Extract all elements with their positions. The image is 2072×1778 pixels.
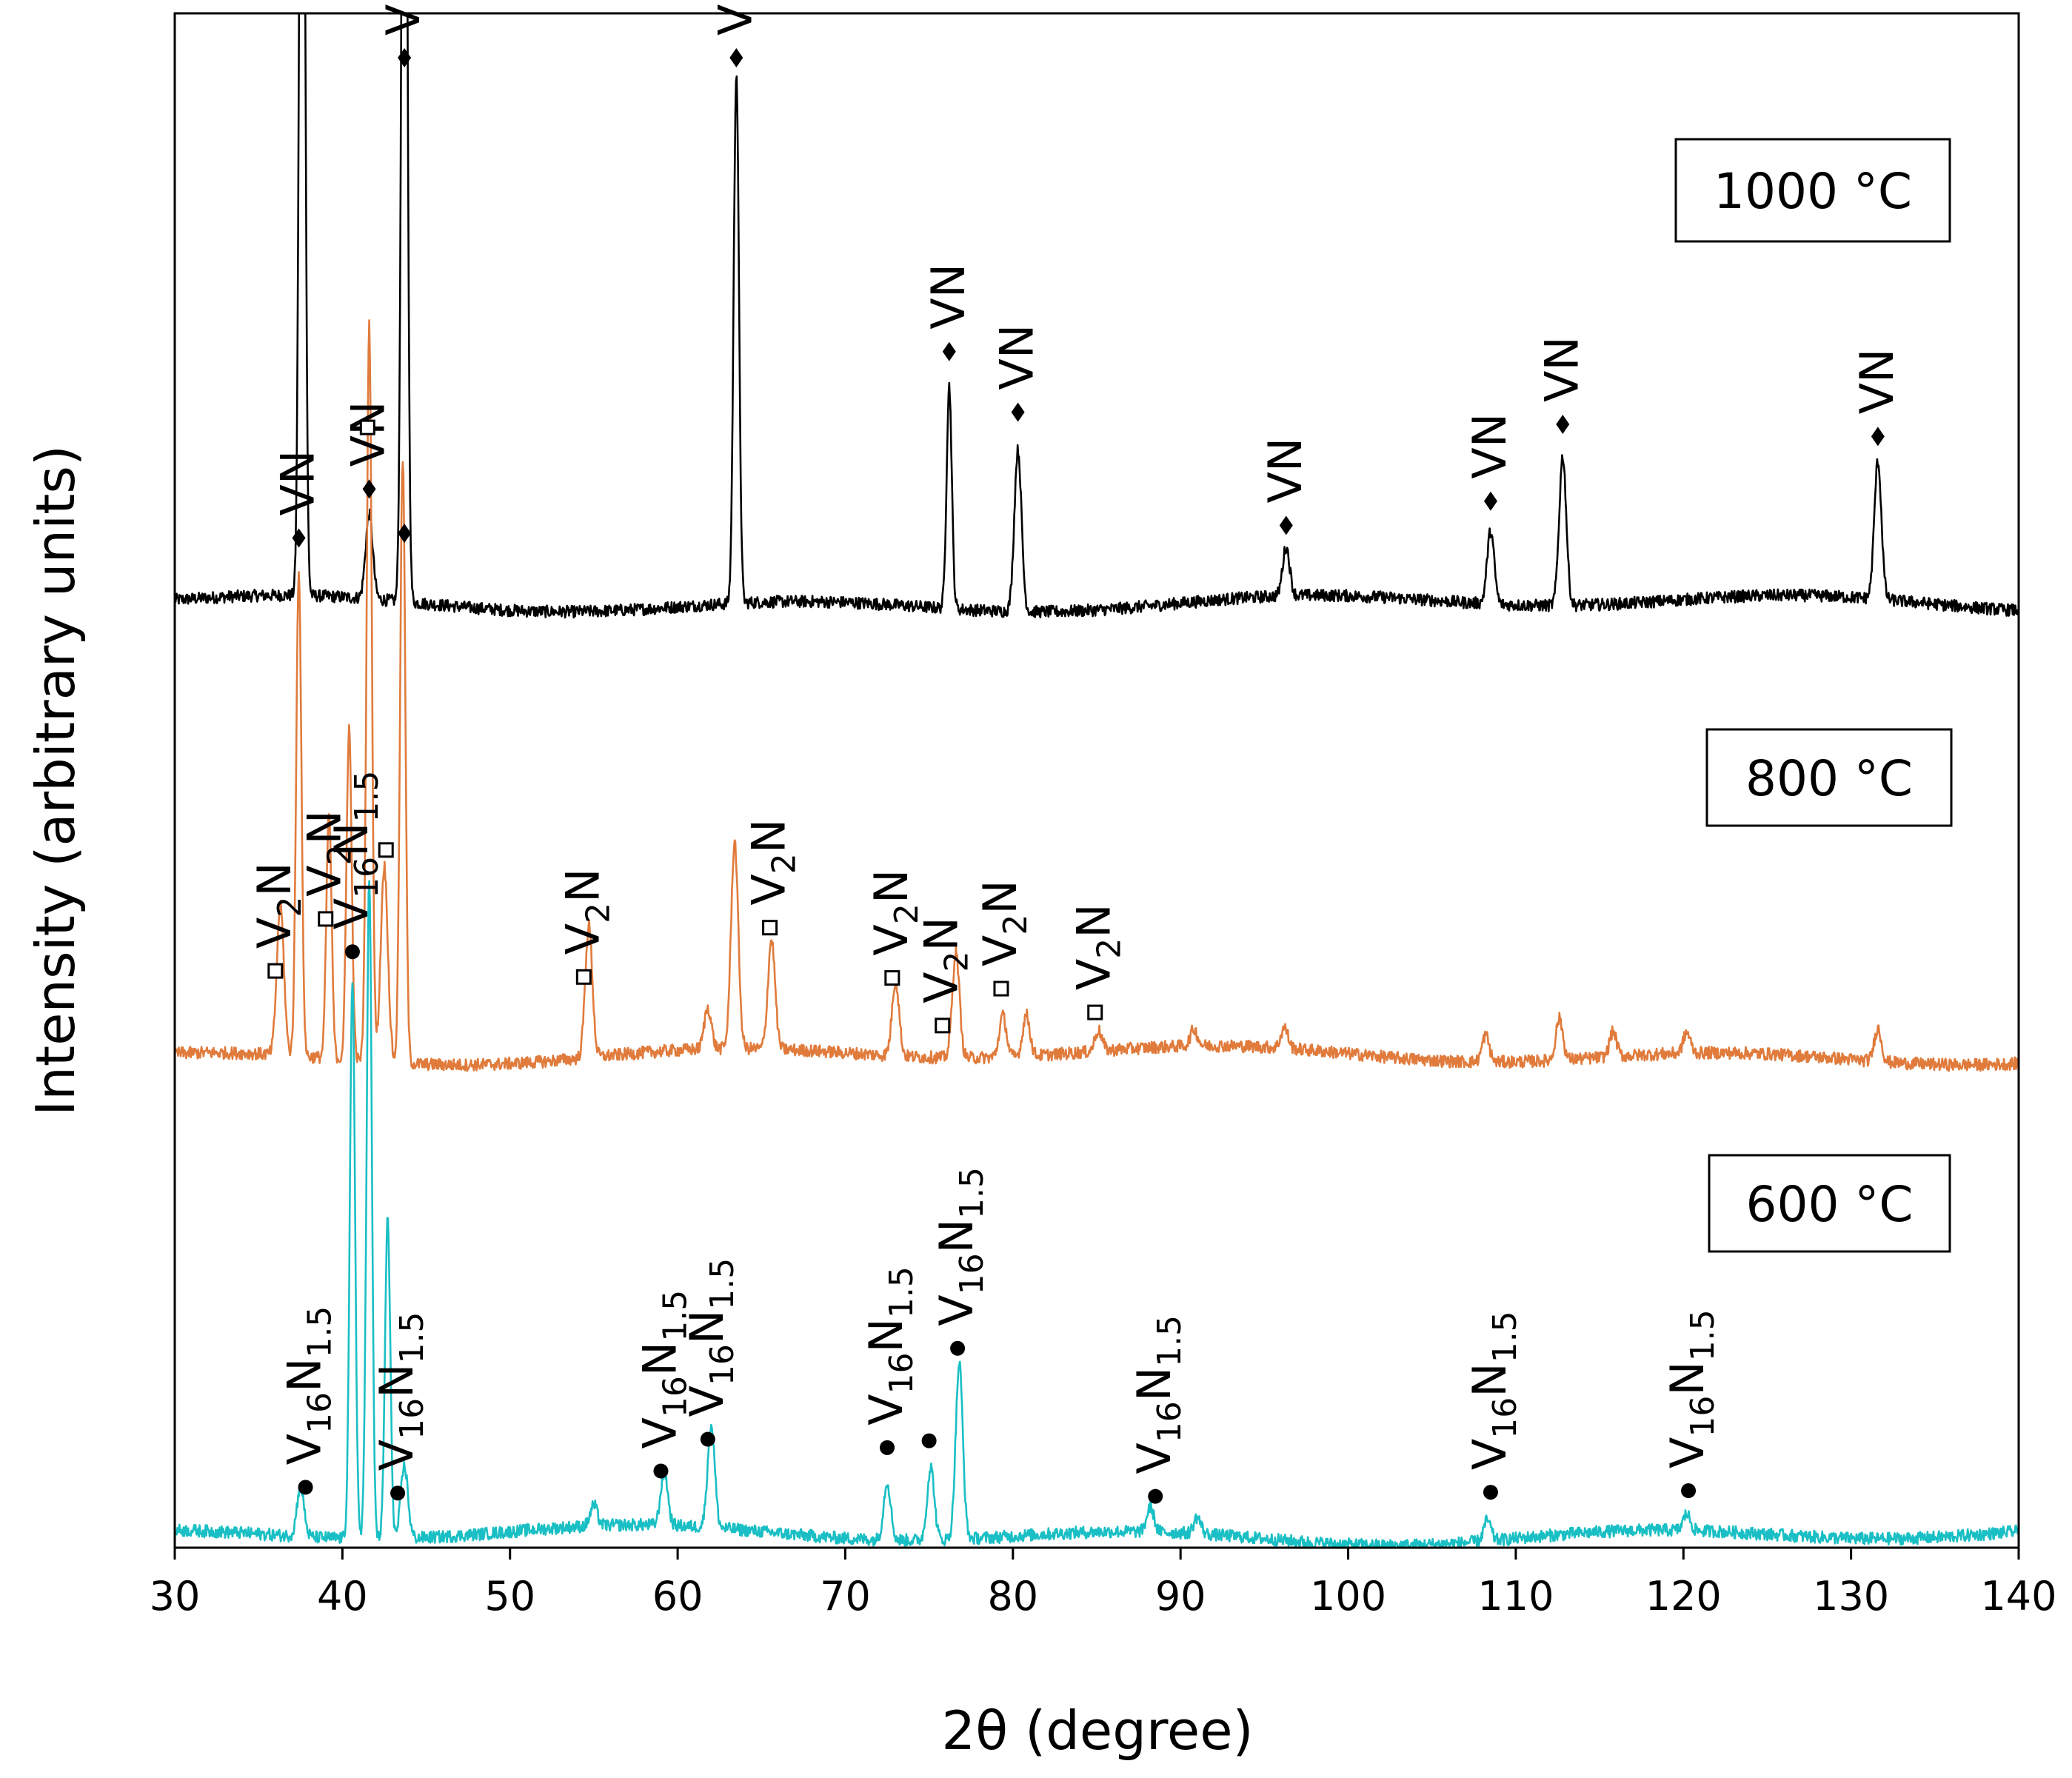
circle-marker — [921, 1433, 937, 1448]
plot-frame — [173, 12, 2020, 1549]
peak-label: VN — [376, 0, 430, 36]
x-tick-label: 80 — [987, 1573, 1038, 1620]
peak-label: VN — [990, 324, 1044, 390]
peak-label: V2N — [555, 868, 617, 955]
series-line-1 — [175, 319, 2019, 1072]
temperature-label: 1000 °C — [1714, 163, 1912, 220]
square-marker — [267, 963, 284, 979]
peak-label: V2N — [298, 810, 359, 897]
peak-label: VN — [1850, 349, 1904, 415]
peak-label: V2N — [864, 869, 926, 956]
x-tick-label: 140 — [1980, 1573, 2056, 1620]
square-marker — [378, 842, 394, 858]
diamond-marker — [1279, 515, 1293, 535]
peak-label: VN — [708, 0, 762, 36]
x-tick-label: 50 — [484, 1573, 535, 1620]
temperature-label: 800 °C — [1745, 750, 1913, 807]
x-axis: 30 40 50 60 70 80 90 100 110 120 130 140 — [150, 1548, 2057, 1620]
peak-label: V16N1.5 — [324, 770, 386, 929]
series-2: 600 °CV16N1.5V16N1.5V16N1.5V16N1.5V16N1.… — [278, 770, 1951, 1504]
diamond-marker — [362, 479, 376, 499]
peak-label: V2N — [742, 819, 803, 906]
square-marker — [575, 969, 592, 985]
series-0: 1000 °CVNVNVNVNVNVNVNVNVN — [341, 0, 1951, 535]
diamond-marker — [1556, 414, 1570, 434]
peak-label: V16N1.5 — [1127, 1315, 1189, 1474]
circle-marker — [344, 944, 360, 960]
diamond-marker — [729, 48, 743, 67]
circle-marker — [1483, 1485, 1498, 1500]
circle-marker — [1681, 1483, 1697, 1499]
x-tick-label: 100 — [1310, 1573, 1386, 1620]
curves — [175, 13, 2019, 1548]
peak-label: V2N — [915, 917, 976, 1003]
peak-label: VN — [1534, 336, 1588, 402]
peak-label: VN — [1463, 413, 1517, 479]
x-tick-label: 70 — [820, 1573, 871, 1620]
temperature-label: 600 °C — [1745, 1176, 1913, 1233]
diamond-marker — [1871, 427, 1885, 447]
series-line-2 — [175, 880, 2019, 1548]
square-marker — [1087, 1004, 1103, 1020]
diamond-marker — [1483, 491, 1497, 511]
square-marker — [318, 911, 334, 927]
square-marker — [762, 920, 778, 936]
circle-marker — [700, 1431, 715, 1447]
circle-marker — [390, 1485, 406, 1501]
diamond-marker — [398, 48, 412, 67]
circle-marker — [950, 1340, 966, 1356]
square-marker — [935, 1017, 951, 1034]
y-axis-title: Intensity (arbitrary units) — [24, 445, 87, 1116]
x-axis-title: 2θ (degree) — [941, 1700, 1253, 1762]
circle-marker — [653, 1463, 669, 1479]
peak-label: V16N1.5 — [859, 1266, 920, 1426]
x-tick-label: 130 — [1813, 1573, 1889, 1620]
square-marker — [884, 970, 900, 986]
diamond-marker — [942, 341, 956, 361]
peak-label: V16N1.5 — [370, 1311, 431, 1471]
peak-label: V2N — [247, 862, 309, 949]
peak-label: V16N1.5 — [278, 1306, 339, 1465]
peak-label: VN — [1258, 438, 1312, 504]
x-tick-label: 110 — [1477, 1573, 1554, 1620]
peak-label: V16N1.5 — [929, 1167, 991, 1326]
x-tick-label: 60 — [652, 1573, 704, 1620]
peak-label: V16N1.5 — [1660, 1309, 1722, 1468]
x-tick-label: 30 — [150, 1573, 201, 1620]
peak-label: VN — [921, 264, 975, 330]
peak-label: V16N1.5 — [680, 1258, 741, 1417]
peak-label: V16N1.5 — [1463, 1311, 1524, 1470]
diamond-marker — [292, 528, 306, 548]
temperature-box — [1708, 1154, 1951, 1253]
diamond-marker — [398, 524, 412, 544]
temperature-box — [1705, 728, 1953, 827]
circle-marker — [298, 1480, 313, 1495]
square-marker — [359, 419, 375, 435]
x-tick-label: 90 — [1155, 1573, 1206, 1620]
plot-layer: 1000 °CVNVNVNVNVNVNVNVNVN800 °CV2NVNV2NV… — [175, 0, 2019, 1548]
x-tick-label: 40 — [317, 1573, 368, 1620]
x-tick-label: 120 — [1645, 1573, 1722, 1620]
diamond-marker — [1011, 402, 1025, 422]
peak-label: VN — [271, 450, 325, 516]
square-marker — [993, 980, 1009, 997]
circle-marker — [1148, 1488, 1163, 1504]
peak-label: V2N — [1067, 903, 1129, 990]
temperature-box — [1674, 138, 1951, 243]
peak-label: V16N1.5 — [632, 1290, 694, 1449]
peak-label: V2N — [973, 880, 1035, 966]
series-line-0 — [175, 13, 2019, 619]
circle-marker — [880, 1440, 895, 1455]
